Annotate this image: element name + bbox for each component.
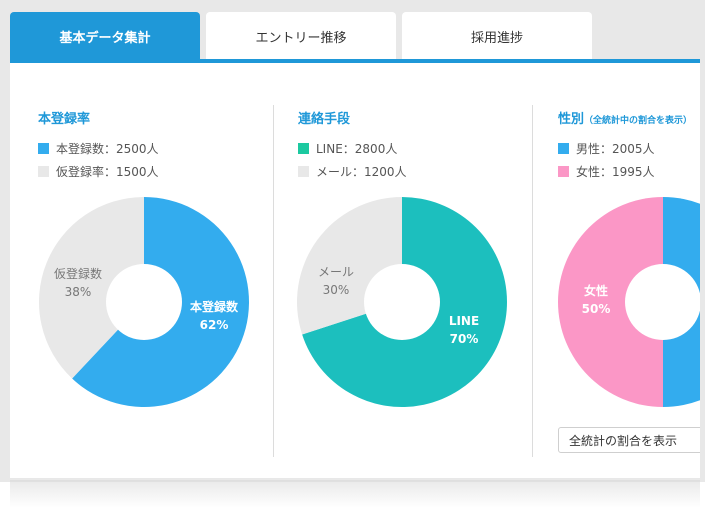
slice-name: LINE: [448, 314, 480, 328]
legend-label: 女性：1995人: [576, 165, 655, 179]
slice-label: 本登録数 62%: [190, 298, 238, 334]
section-title-text: 性別: [558, 112, 585, 127]
legend-label: 本登録数：2500人: [56, 142, 159, 156]
pie-slice-1: [558, 197, 663, 407]
section-gender: 性別（全統計中の割合を表示） 男性：2005人 女性：1995人 女性 50%: [533, 63, 700, 480]
tab-underline: [10, 59, 700, 63]
legend-item: メール：1200人: [298, 163, 407, 180]
legend-item: 本登録数：2500人: [38, 140, 159, 157]
pie-chart-contact: [297, 197, 507, 407]
panel-shadow: [10, 478, 700, 508]
legend-item: 男性：2005人: [558, 140, 655, 157]
legend-item: 仮登録率：1500人: [38, 163, 159, 180]
slice-percent: 38%: [64, 285, 92, 299]
legend-swatch: [298, 143, 309, 154]
slice-percent: 70%: [449, 332, 479, 346]
donut-hole: [106, 264, 182, 340]
slice-label: メール 30%: [318, 263, 354, 299]
section-title: 本登録率: [38, 112, 91, 127]
legend-item: LINE：2800人: [298, 140, 397, 157]
section-registration-rate: 本登録率 本登録数：2500人 仮登録率：1500人 本登録数 62% 仮登録数…: [10, 63, 272, 480]
pie-chart-registration: [39, 197, 249, 407]
legend-item: 女性：1995人: [558, 163, 655, 180]
legend-swatch: [38, 143, 49, 154]
legend-label: メール：1200人: [316, 165, 407, 179]
section-title: 性別（全統計中の割合を表示）: [558, 108, 692, 127]
legend-label: 仮登録率：1500人: [56, 165, 159, 179]
pie-chart-gender: [558, 197, 700, 407]
legend-swatch: [558, 143, 569, 154]
slice-label: 仮登録数 38%: [54, 265, 102, 301]
section-title-note: （全統計中の割合を表示）: [584, 116, 693, 126]
ratio-select[interactable]: 全統計の割合を表示: [558, 427, 700, 453]
tab-hiring-progress[interactable]: 採用進捗: [402, 12, 592, 60]
legend-swatch: [298, 166, 309, 177]
legend-label: 男性：2005人: [576, 142, 655, 156]
slice-name: 仮登録数: [53, 267, 103, 281]
tab-entry-trend[interactable]: エントリー推移: [206, 12, 396, 60]
chart-panel: 本登録率 本登録数：2500人 仮登録率：1500人 本登録数 62% 仮登録数…: [10, 63, 700, 480]
legend-swatch: [38, 166, 49, 177]
legend-label: LINE：2800人: [316, 142, 398, 156]
slice-name: メール: [317, 265, 355, 279]
slice-percent: 30%: [322, 283, 350, 297]
pie-slice-1: [39, 197, 144, 379]
column-divider: [273, 105, 274, 457]
slice-label: LINE 70%: [449, 312, 479, 348]
slice-name: 本登録数: [189, 300, 239, 314]
slice-percent: 50%: [581, 302, 611, 316]
tab-basic-data[interactable]: 基本データ集計: [10, 12, 200, 60]
donut-hole: [364, 264, 440, 340]
slice-name: 女性: [583, 284, 609, 298]
slice-label: 女性 50%: [582, 282, 611, 318]
section-contact-method: 連絡手段 LINE：2800人 メール：1200人 LINE 70% メール 3…: [274, 63, 532, 480]
column-divider: [532, 105, 533, 457]
section-title: 連絡手段: [298, 112, 351, 127]
donut-hole: [625, 264, 700, 340]
slice-percent: 62%: [199, 318, 229, 332]
legend-swatch: [558, 166, 569, 177]
